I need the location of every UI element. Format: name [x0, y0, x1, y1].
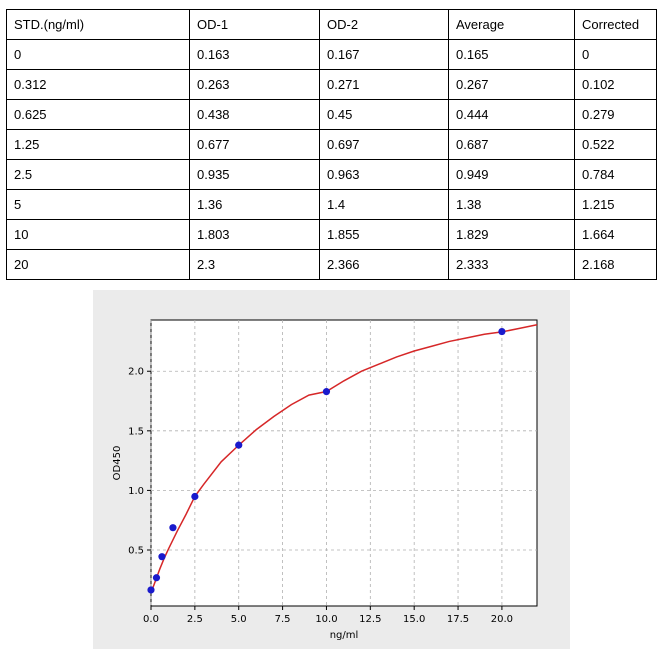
y-tick-label: 1.5	[128, 426, 144, 437]
data-points	[147, 327, 506, 594]
table-cell: 0.522	[574, 129, 657, 160]
table-row: 20 2.3 2.366 2.333 2.168	[6, 249, 657, 280]
table-cell: 0	[6, 39, 190, 70]
column-header: Average	[448, 9, 575, 40]
data-point	[235, 441, 243, 449]
table-cell: 0.963	[319, 159, 449, 190]
table-cell: 1.38	[448, 189, 575, 220]
table-cell: 5	[6, 189, 190, 220]
table-cell: 2.168	[574, 249, 657, 280]
table-cell: 0.102	[574, 69, 657, 100]
table-cell: 0.263	[189, 69, 320, 100]
x-tick-label: 20.0	[491, 614, 513, 625]
table-cell: 0.444	[448, 99, 575, 130]
table-cell: 0.165	[448, 39, 575, 70]
x-tick-label: 10.0	[315, 614, 337, 625]
x-tick-label: 7.5	[275, 614, 291, 625]
plot-area	[150, 319, 538, 607]
standard-curve-chart: 0.0 2.5 5.0 7.5 10.0 12.5 15.0 17.5 20.0 0.5 1.0 1.…	[112, 319, 538, 641]
table-cell: 10	[6, 219, 190, 250]
table-cell: 0.625	[6, 99, 190, 130]
x-tick-label: 2.5	[187, 614, 203, 625]
table-cell: 20	[6, 249, 190, 280]
table-cell: 0.267	[448, 69, 575, 100]
table-cell: 1.829	[448, 219, 575, 250]
table-cell: 0.677	[189, 129, 320, 160]
table-row: 0.312 0.263 0.271 0.267 0.102	[6, 69, 657, 100]
table-cell: 2.3	[189, 249, 320, 280]
column-header: OD-2	[319, 9, 449, 40]
table-row: 1.25 0.677 0.697 0.687 0.522	[6, 129, 657, 160]
x-tick-label: 15.0	[403, 614, 425, 625]
y-tick-label: 2.0	[128, 367, 144, 378]
table-row: 0.625 0.438 0.45 0.444 0.279	[6, 99, 657, 130]
fit-curve-line	[150, 324, 538, 594]
y-tick-label: 0.5	[128, 545, 144, 556]
table-cell: 0.687	[448, 129, 575, 160]
table-cell: 2.5	[6, 159, 190, 190]
table-cell: 0.312	[6, 69, 190, 100]
x-tick-label: 17.5	[447, 614, 469, 625]
table-row: 5 1.36 1.4 1.38 1.215	[6, 189, 657, 220]
y-tick-label: 1.0	[128, 486, 144, 497]
x-tick-label: 0.0	[143, 614, 159, 625]
table-cell: 0.784	[574, 159, 657, 190]
y-axis-label: OD450	[112, 446, 123, 481]
table-cell: 0.697	[319, 129, 449, 160]
column-header: Corrected	[574, 9, 657, 40]
data-point	[322, 388, 331, 396]
data-point	[158, 553, 166, 561]
table-header-row: STD.(ng/ml) OD-1 OD-2 Average Corrected	[6, 9, 657, 40]
data-point	[147, 586, 155, 594]
table-row: 0 0.163 0.167 0.165 0	[6, 39, 657, 70]
table-row: 2.5 0.935 0.963 0.949 0.784	[6, 159, 657, 190]
axis-ticks: 0.0 2.5 5.0 7.5 10.0 12.5 15.0 17.5 20.0 0.5 1.0 1.…	[128, 367, 513, 625]
table-cell: 0.949	[448, 159, 575, 190]
table-cell: 0.438	[189, 99, 320, 130]
grid-lines	[150, 320, 537, 606]
table-cell: 1.36	[189, 189, 320, 220]
table-cell: 0.163	[189, 39, 320, 70]
table-cell: 1.25	[6, 129, 190, 160]
x-tick-label: 5.0	[231, 614, 247, 625]
column-header: STD.(ng/ml)	[6, 9, 190, 40]
data-point	[498, 327, 506, 336]
x-tick-label: 12.5	[359, 614, 381, 625]
table-cell: 0.935	[189, 159, 320, 190]
table-cell: 2.366	[319, 249, 449, 280]
table-cell: 1.803	[189, 219, 320, 250]
table-row: 10 1.803 1.855 1.829 1.664	[6, 219, 657, 250]
table-cell: 1.4	[319, 189, 449, 220]
table-cell: 0	[574, 39, 657, 70]
table-cell: 0.271	[319, 69, 449, 100]
standard-curve-table: STD.(ng/ml) OD-1 OD-2 Average Corrected …	[6, 9, 657, 280]
table-cell: 0.167	[319, 39, 449, 70]
column-header: OD-1	[189, 9, 320, 40]
x-axis-label: ng/ml	[330, 630, 359, 641]
data-point	[191, 492, 199, 501]
table-cell: 0.279	[574, 99, 657, 130]
chart-panel: 0.0 2.5 5.0 7.5 10.0 12.5 15.0 17.5 20.0 0.5 1.0 1.…	[93, 290, 570, 649]
fit-curve	[150, 324, 538, 594]
data-point	[152, 574, 161, 582]
table-cell: 1.664	[574, 219, 657, 250]
table-cell: 1.215	[574, 189, 657, 220]
data-point	[169, 524, 177, 532]
table-cell: 1.855	[319, 219, 449, 250]
table-cell: 2.333	[448, 249, 575, 280]
table-cell: 0.45	[319, 99, 449, 130]
